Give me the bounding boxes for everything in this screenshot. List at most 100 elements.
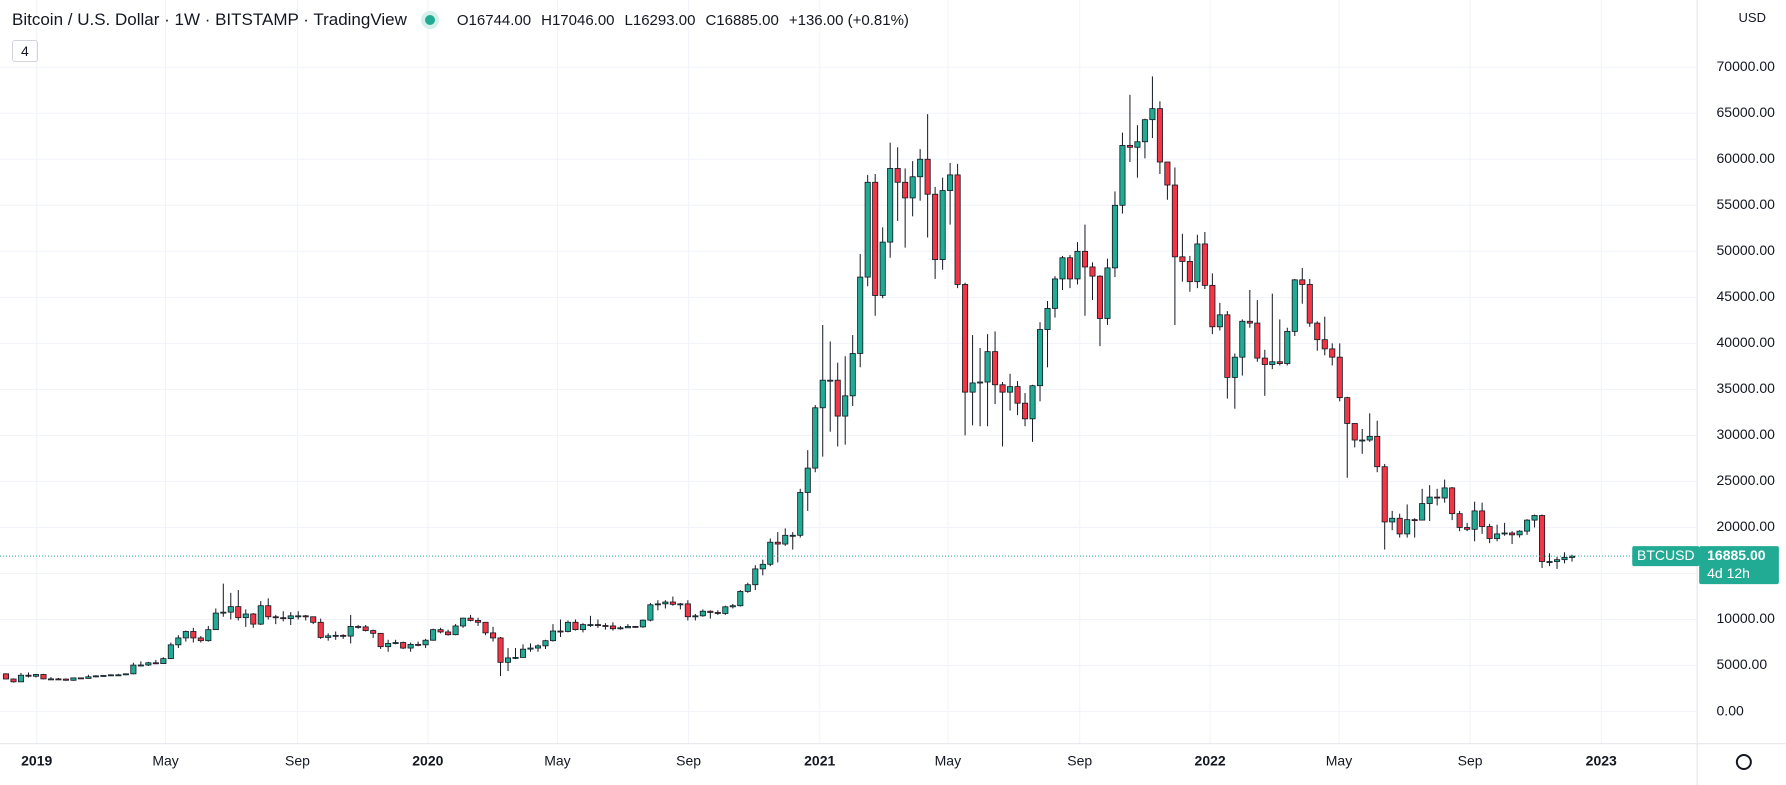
candle-body xyxy=(579,624,586,631)
candle-body xyxy=(205,629,212,642)
symbol-title: Bitcoin / U.S. Dollar · 1W · BITSTAMP · … xyxy=(12,10,407,29)
candle-body xyxy=(1171,184,1178,258)
price-badge xyxy=(1699,546,1779,585)
x-tick-label: 2021 xyxy=(804,753,835,769)
candle-body xyxy=(774,541,781,545)
candle-body xyxy=(999,384,1006,393)
candle-body xyxy=(235,606,242,619)
candle-body xyxy=(737,591,744,607)
candle-body xyxy=(647,604,654,621)
candle-body xyxy=(572,621,579,631)
candle-body xyxy=(1164,161,1171,186)
candle-body xyxy=(902,181,909,199)
candle-body xyxy=(1119,145,1126,206)
candle-body xyxy=(1156,108,1163,163)
candle-body xyxy=(1014,386,1021,404)
candle-body xyxy=(1441,487,1448,499)
market-status xyxy=(424,15,435,25)
y-tick-label: 50000.00 xyxy=(1717,242,1776,258)
candle-body xyxy=(1111,204,1118,269)
candle-body xyxy=(1509,532,1516,536)
candle-body xyxy=(1426,496,1433,504)
x-tick-label: 2019 xyxy=(21,753,52,769)
candle-body xyxy=(1554,559,1561,562)
candle-body xyxy=(212,612,219,631)
candle-body xyxy=(1494,533,1501,539)
currency-select[interactable]: USD xyxy=(1738,10,1766,25)
x-tick-label: Sep xyxy=(285,753,310,769)
candle-body xyxy=(437,629,444,633)
candle-body xyxy=(677,603,684,606)
candle-body xyxy=(917,158,924,178)
y-tick-label: 35000.00 xyxy=(1717,380,1776,396)
candle-body xyxy=(1501,532,1508,535)
candle-body xyxy=(175,637,182,646)
settings-gear[interactable] xyxy=(1735,754,1752,771)
candle-body xyxy=(864,181,871,278)
x-tick-label: Sep xyxy=(1067,753,1092,769)
candle-body xyxy=(977,381,984,384)
candle-body xyxy=(1246,320,1253,324)
candle-body xyxy=(639,619,646,628)
candle-body xyxy=(1336,356,1343,399)
candle-body xyxy=(1224,314,1231,378)
candle-body xyxy=(452,625,459,636)
candle-body xyxy=(385,643,392,648)
candle-body xyxy=(1089,266,1096,277)
symbol-badge xyxy=(1632,546,1700,567)
candle-body xyxy=(242,613,249,619)
candle-body xyxy=(662,601,669,605)
candle-body xyxy=(924,158,931,195)
candle-body xyxy=(1374,435,1381,468)
y-tick-label: 40000.00 xyxy=(1717,334,1776,350)
candle-body xyxy=(654,603,661,606)
candle-body xyxy=(1359,439,1366,442)
candle-body xyxy=(505,657,512,663)
ohlc-high: H17046.00 xyxy=(541,11,615,29)
candle-body xyxy=(47,678,54,681)
candle-body xyxy=(534,645,542,649)
candle-body xyxy=(332,634,339,637)
candle-body xyxy=(1389,517,1396,523)
candle-body xyxy=(40,674,47,680)
candle-body xyxy=(1037,329,1044,387)
indicator-toggle[interactable]: 4 xyxy=(12,40,38,62)
candle-body xyxy=(340,634,347,637)
candle-body xyxy=(85,676,92,679)
candle-body xyxy=(490,632,497,639)
candle-body xyxy=(460,617,467,627)
candle-body xyxy=(932,193,939,260)
y-tick-label: 60000.00 xyxy=(1717,150,1776,166)
candle-body xyxy=(415,643,422,646)
candle-body xyxy=(445,631,452,636)
candle-body xyxy=(160,658,167,665)
candle-body xyxy=(32,674,39,677)
candle-body xyxy=(1239,320,1246,358)
candle-body xyxy=(1306,284,1313,324)
candle-body xyxy=(1419,503,1426,521)
y-tick-label: 30000.00 xyxy=(1717,426,1776,442)
y-tick-label: 25000.00 xyxy=(1717,472,1776,488)
y-tick-label: 70000.00 xyxy=(1717,58,1776,74)
y-tick-label: 20000.00 xyxy=(1717,518,1776,534)
ohlc-change: +136.00 (+0.81%) xyxy=(788,11,909,29)
x-tick-label: 2020 xyxy=(412,753,443,769)
candle-body xyxy=(947,174,954,191)
x-tick-label: May xyxy=(152,753,178,769)
candle-body xyxy=(939,190,946,260)
candle-body xyxy=(1404,519,1411,535)
candle-body xyxy=(430,629,437,641)
candle-body xyxy=(617,627,624,630)
candle-body xyxy=(692,615,699,618)
candle-body xyxy=(542,640,549,647)
candle-body xyxy=(347,626,354,637)
candle-body xyxy=(1321,339,1328,350)
candle-body xyxy=(1366,435,1373,441)
candle-body xyxy=(1351,423,1358,441)
candle-body xyxy=(152,662,159,665)
candle-body xyxy=(1044,307,1051,330)
candle-body xyxy=(1074,250,1081,280)
candle-body xyxy=(804,467,811,493)
candle-body xyxy=(145,662,152,666)
candle-body xyxy=(1149,108,1156,121)
